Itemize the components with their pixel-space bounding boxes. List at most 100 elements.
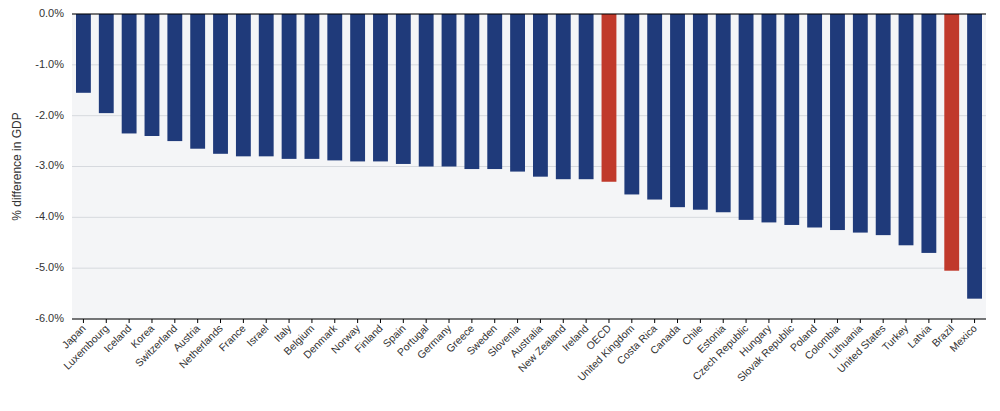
bar [487, 14, 502, 169]
x-tick [174, 319, 175, 323]
bar [213, 14, 228, 154]
y-tick-label: 0.0% [39, 7, 64, 19]
x-tick [608, 319, 609, 323]
x-tick-label: France [216, 322, 248, 354]
grid-line [72, 64, 986, 65]
bar [464, 14, 479, 169]
bars [76, 14, 982, 299]
x-tick [723, 319, 724, 323]
x-tick-label: Ireland [559, 322, 590, 353]
bar [76, 14, 91, 93]
x-tick [791, 319, 792, 323]
x-tick [951, 319, 952, 323]
x-tick [540, 319, 541, 323]
x-tick-label: New Zealand [515, 322, 567, 374]
x-tick [311, 319, 312, 323]
bar [442, 14, 457, 167]
bar [602, 14, 617, 182]
bar [853, 14, 868, 233]
bar [807, 14, 822, 228]
x-tick-label: Slovak Republic [734, 322, 796, 384]
x-tick [677, 319, 678, 323]
y-axis-title: % difference in GDP [10, 112, 24, 221]
x-tick [129, 319, 130, 323]
bar [145, 14, 160, 136]
x-tick [814, 319, 815, 323]
bar [373, 14, 388, 161]
x-tick [449, 319, 450, 323]
x-tick [928, 319, 929, 323]
x-tick [631, 319, 632, 323]
x-tick [197, 319, 198, 323]
x-tick [266, 319, 267, 323]
bar [304, 14, 319, 159]
bar [533, 14, 548, 177]
x-tick [403, 319, 404, 323]
x-tick [654, 319, 655, 323]
bar [190, 14, 205, 149]
bar [122, 14, 137, 133]
bar [784, 14, 799, 225]
x-tick-label: Mexico [947, 322, 979, 354]
grid-line [72, 268, 986, 269]
x-tick-label: Israel [244, 322, 271, 349]
x-tick [151, 319, 152, 323]
x-tick [494, 319, 495, 323]
bar [419, 14, 434, 167]
x-tick [243, 319, 244, 323]
bar [967, 14, 982, 299]
zero-line [72, 14, 986, 15]
grid-line [72, 319, 986, 320]
x-tick [768, 319, 769, 323]
x-tick-label: Iceland [101, 322, 134, 355]
x-tick [563, 319, 564, 323]
grid-line [72, 166, 986, 167]
bar [350, 14, 365, 161]
grid [72, 14, 986, 319]
x-tick [586, 319, 587, 323]
y-tick-label: -5.0% [35, 261, 64, 273]
x-tick [334, 319, 335, 323]
x-tick [471, 319, 472, 323]
x-tick-label: United States [835, 322, 888, 375]
bar [327, 14, 342, 160]
x-tick [220, 319, 221, 323]
x-tick [883, 319, 884, 323]
bar [556, 14, 571, 179]
x-tick-label: Turkey [880, 321, 911, 352]
grid-line [72, 14, 986, 15]
bar [693, 14, 708, 210]
x-axis-line [72, 319, 986, 320]
bar [830, 14, 845, 230]
x-tick-label: Canada [647, 322, 682, 357]
bar [579, 14, 594, 179]
x-tick [357, 319, 358, 323]
bar [282, 14, 297, 159]
x-tick [426, 319, 427, 323]
bar [647, 14, 662, 200]
x-tick [700, 319, 701, 323]
bar [899, 14, 914, 245]
x-tick [380, 319, 381, 323]
bar [167, 14, 182, 141]
x-tick-label: Latvia [905, 322, 933, 350]
x-tick [289, 319, 290, 323]
x-tick [906, 319, 907, 323]
chart: 0.0%-1.0%-2.0%-3.0%-4.0%-5.0%-6.0%JapanL… [0, 0, 1000, 411]
grid-line [72, 115, 986, 116]
bar [510, 14, 525, 172]
y-tick-label: -3.0% [35, 159, 64, 171]
bar [236, 14, 251, 156]
grid-line [72, 217, 986, 218]
bar [739, 14, 754, 220]
chart-container: 0.0%-1.0%-2.0%-3.0%-4.0%-5.0%-6.0%JapanL… [0, 0, 1000, 411]
x-tick [837, 319, 838, 323]
bar [716, 14, 731, 212]
bar [944, 14, 959, 271]
bar [396, 14, 411, 164]
x-tick [974, 319, 975, 323]
bar [259, 14, 274, 156]
plot-background [72, 14, 986, 319]
x-tick [517, 319, 518, 323]
x-tick [746, 319, 747, 323]
